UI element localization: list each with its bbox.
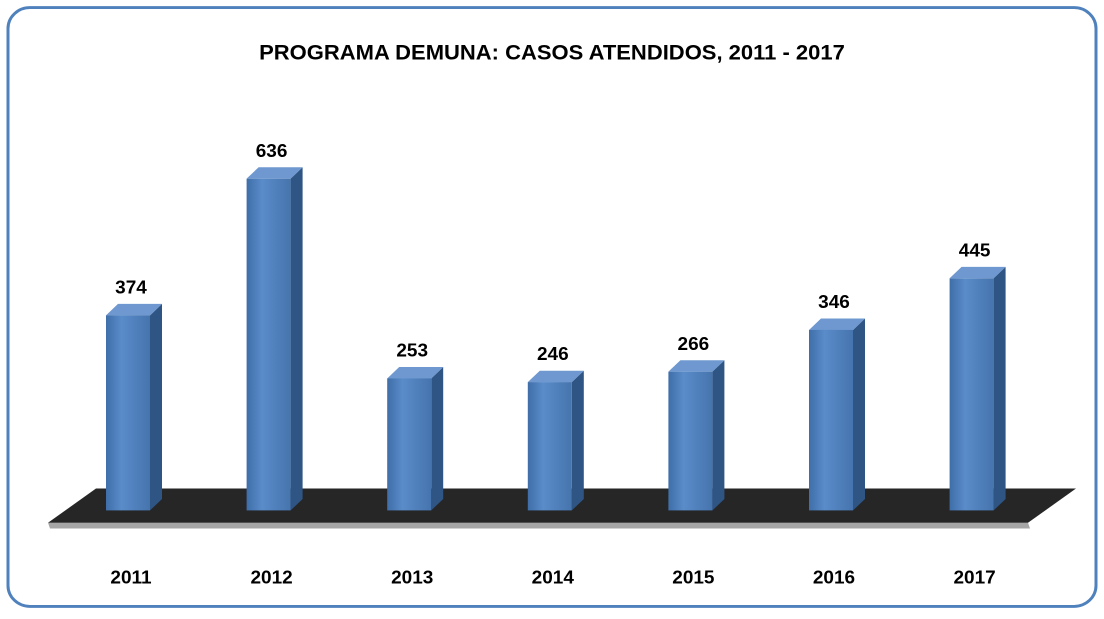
floor-edge (48, 522, 1030, 529)
bar-top (949, 266, 1006, 279)
x-tick-label: 2014 (532, 567, 575, 587)
bar-side (431, 367, 444, 511)
bar-top (527, 370, 584, 383)
value-label: 445 (959, 240, 991, 260)
x-tick-label: 2012 (250, 567, 292, 587)
x-tick-label: 2017 (953, 567, 995, 587)
x-tick-label: 2013 (391, 567, 433, 587)
bar-side (712, 360, 725, 511)
bar-top (387, 367, 444, 379)
bar-side (571, 370, 584, 511)
bar (949, 278, 994, 511)
x-tick-label: 2011 (110, 567, 151, 587)
value-label: 253 (396, 340, 428, 360)
bar (106, 315, 150, 511)
bar-side (290, 167, 303, 511)
bar (668, 371, 713, 511)
bar-top (106, 303, 162, 316)
bar-top (809, 318, 865, 330)
bar (809, 329, 853, 511)
value-label: 266 (678, 333, 710, 353)
bar-top (246, 167, 303, 179)
bar-top (668, 360, 725, 372)
bar (246, 178, 291, 511)
bar-side (993, 266, 1006, 511)
x-tick-label: 2015 (672, 567, 714, 587)
x-tick-label: 2016 (813, 567, 855, 587)
chart-title: PROGRAMA DEMUNA: CASOS ATENDIDOS, 2011 -… (259, 41, 845, 64)
bar-side (150, 303, 162, 511)
bar (527, 382, 572, 511)
bar (387, 378, 432, 511)
bar-side (853, 318, 865, 511)
value-label: 246 (537, 344, 569, 364)
value-label: 374 (115, 277, 147, 297)
value-label: 636 (256, 140, 288, 160)
value-label: 346 (818, 292, 850, 312)
